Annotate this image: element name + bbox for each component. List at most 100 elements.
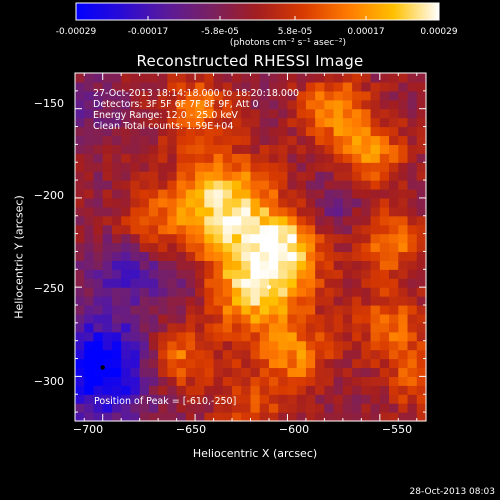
heatmap-cell xyxy=(111,376,122,386)
heatmap-cell xyxy=(389,215,399,226)
heatmap-cell xyxy=(93,215,104,226)
heatmap-cell xyxy=(333,117,344,128)
heatmap-cell xyxy=(287,215,298,226)
heatmap-cell xyxy=(315,403,325,413)
heatmap-cell xyxy=(379,313,390,324)
heatmap-cell xyxy=(389,278,399,288)
heatmap-cell xyxy=(324,349,335,360)
heatmap-cell xyxy=(278,224,289,235)
heatmap-cell xyxy=(93,73,104,83)
heatmap-cell xyxy=(148,108,159,119)
heatmap-cell xyxy=(102,180,113,190)
heatmap-cell xyxy=(158,135,168,145)
heatmap-cell xyxy=(75,358,85,369)
heatmap-cell xyxy=(222,376,233,386)
heatmap-cell xyxy=(204,206,215,217)
colorbar-units: (photons cm⁻² s⁻¹ asec⁻²) xyxy=(229,38,347,48)
heatmap-cell xyxy=(121,153,132,163)
heatmap-cell xyxy=(389,349,399,360)
heatmap-cell xyxy=(102,117,113,128)
heatmap-cell xyxy=(130,251,141,261)
heatmap-cell xyxy=(75,278,85,288)
heatmap-cell xyxy=(121,117,132,128)
heatmap-cell xyxy=(389,376,399,386)
heatmap-cell xyxy=(315,358,325,369)
heatmap-cell xyxy=(361,153,372,163)
heatmap-cell xyxy=(324,197,335,208)
heatmap-cell xyxy=(278,90,289,101)
heatmap-cell xyxy=(324,376,335,386)
heatmap-cell xyxy=(195,322,205,333)
heatmap-cell xyxy=(213,394,224,404)
heatmap-cell xyxy=(333,153,344,163)
heatmap-cell xyxy=(213,376,224,386)
heatmap-cell xyxy=(278,367,289,377)
heatmap-cell xyxy=(389,331,399,342)
heatmap-cell xyxy=(93,90,104,101)
heatmap-cell xyxy=(148,376,159,386)
heatmap-cell xyxy=(416,99,427,110)
heatmap-cell xyxy=(361,260,372,270)
heatmap-cell xyxy=(158,349,168,360)
heatmap-cell xyxy=(241,403,252,413)
heatmap-cell xyxy=(139,135,150,145)
heatmap-cell xyxy=(121,99,132,110)
heatmap-cell xyxy=(93,331,104,342)
heatmap-cell xyxy=(121,224,132,235)
heatmap-cell xyxy=(250,313,261,324)
heatmap-cell xyxy=(176,313,187,324)
heatmap-cell xyxy=(315,117,325,128)
heatmap-cell xyxy=(176,376,187,386)
heatmap-cell xyxy=(158,278,168,288)
heatmap-cell xyxy=(296,73,307,83)
heatmap-cell xyxy=(75,412,85,422)
heatmap-cell xyxy=(416,251,427,261)
heatmap-cell xyxy=(185,313,196,324)
heatmap-cell xyxy=(305,412,316,422)
heatmap-cell xyxy=(204,233,215,244)
heatmap-cell xyxy=(148,81,159,92)
heatmap-cell xyxy=(213,358,224,369)
heatmap-cell xyxy=(379,206,390,217)
heatmap-cell xyxy=(158,331,168,342)
heatmap-cell xyxy=(130,126,141,137)
heatmap-cell xyxy=(352,189,362,199)
heatmap-cell xyxy=(121,197,132,208)
heatmap-cell xyxy=(379,269,390,279)
heatmap-cell xyxy=(389,126,399,137)
heatmap-cell xyxy=(370,358,381,369)
heatmap-cell xyxy=(111,367,122,377)
heatmap-cell xyxy=(370,171,381,181)
heatmap-cell xyxy=(176,108,187,119)
heatmap-cell xyxy=(250,171,261,181)
heatmap-cell xyxy=(84,206,95,217)
heatmap-cell xyxy=(195,242,205,253)
heatmap-cell xyxy=(158,99,168,110)
heatmap-cell xyxy=(352,412,362,422)
heatmap-cell xyxy=(333,233,344,244)
heatmap-cell xyxy=(352,313,362,324)
heatmap-cell xyxy=(93,394,104,404)
heatmap-cell xyxy=(250,135,261,145)
heatmap-cell xyxy=(148,90,159,101)
heatmap-cell xyxy=(148,242,159,253)
heatmap-cell xyxy=(213,108,224,119)
heatmap-cell xyxy=(84,376,95,386)
heatmap-cell xyxy=(241,349,252,360)
heatmap-cell xyxy=(315,251,325,261)
heatmap-cell xyxy=(232,251,242,261)
heatmap-cell xyxy=(278,376,289,386)
heatmap-cell xyxy=(139,269,150,279)
heatmap-cell xyxy=(296,81,307,92)
heatmap-cell xyxy=(407,189,418,199)
heatmap-cell xyxy=(389,340,399,351)
heatmap-cell xyxy=(195,313,205,324)
heatmap-cell xyxy=(241,108,252,119)
heatmap-cell xyxy=(407,331,418,342)
heatmap-cell xyxy=(213,126,224,137)
plot-title: Reconstructed RHESSI Image xyxy=(136,52,364,70)
heatmap-cell xyxy=(287,135,298,145)
heatmap-cell xyxy=(250,233,261,244)
heatmap-cell xyxy=(111,296,122,306)
heatmap-cell xyxy=(268,206,279,217)
